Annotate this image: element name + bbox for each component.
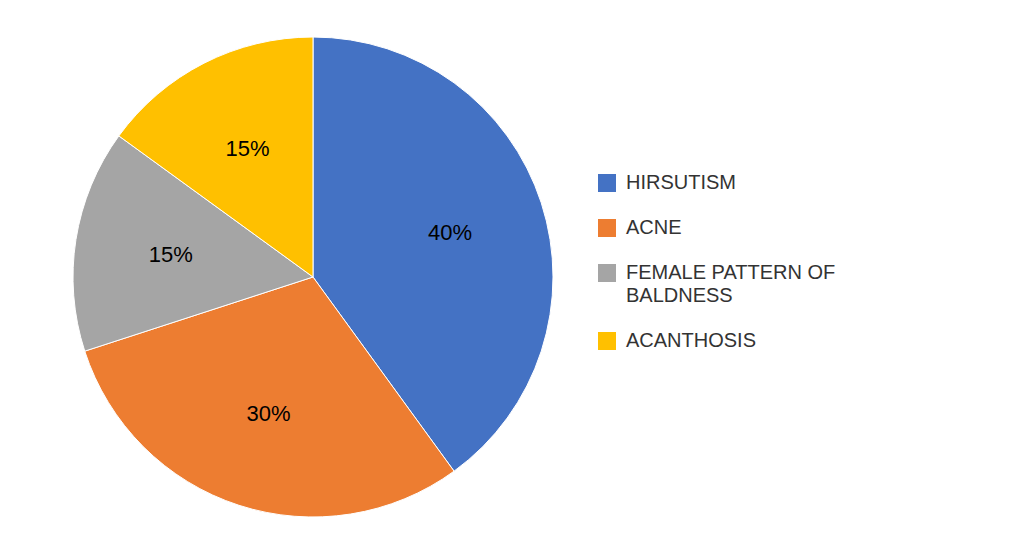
svg-text:15%: 15% — [226, 136, 270, 161]
svg-text:15%: 15% — [149, 242, 193, 267]
html-text:FEMALE PATTERN OF: FEMALE PATTERN OF — [626, 260, 836, 283]
html-text:BALDNESS: BALDNESS — [626, 283, 733, 306]
svg-text:40%: 40% — [428, 220, 472, 245]
html-text:ACNE: ACNE — [626, 215, 682, 238]
html-text:HIRSUTISM: HIRSUTISM — [626, 170, 736, 193]
svg-text:30%: 30% — [246, 401, 290, 426]
html-text:ACANTHOSIS: ACANTHOSIS — [626, 328, 756, 351]
